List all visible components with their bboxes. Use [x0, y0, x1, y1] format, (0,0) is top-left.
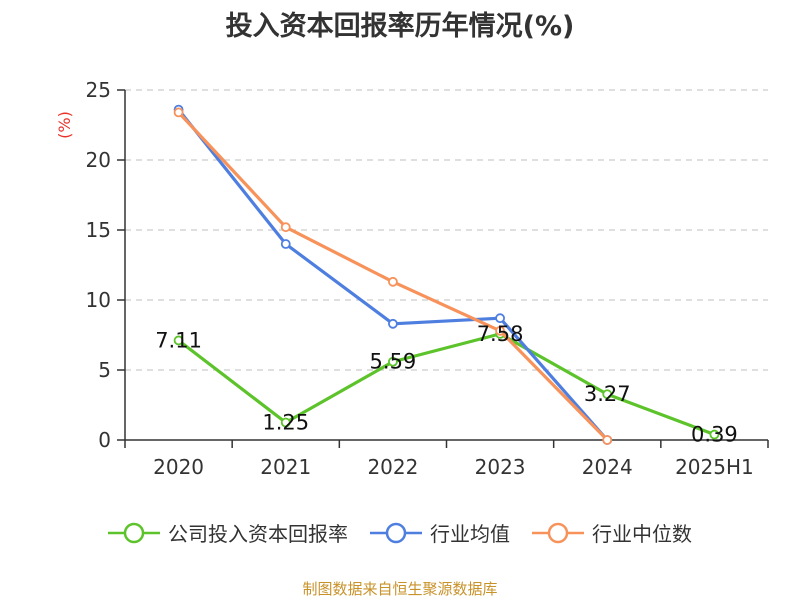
data-label: 7.58 — [477, 322, 524, 346]
series-point — [388, 276, 398, 287]
legend: 公司投入资本回报率 行业均值 行业中位数 — [0, 518, 800, 547]
data-label: 3.27 — [584, 382, 631, 406]
x-tick-label: 2020 — [153, 455, 204, 479]
data-label: 5.59 — [370, 350, 417, 374]
series-line-0 — [177, 332, 715, 437]
series-point — [280, 239, 291, 249]
series-point — [495, 313, 505, 324]
source-note: 制图数据来自恒生聚源数据库 — [302, 580, 498, 598]
series-point — [602, 389, 613, 400]
legend-label: 公司投入资本回报率 — [168, 522, 348, 546]
chart-title: 投入资本回报率历年情况(%) — [225, 11, 575, 42]
series-point — [709, 429, 720, 440]
series-point — [173, 107, 184, 118]
series-point — [388, 356, 398, 367]
y-tick-label: 0 — [98, 428, 111, 452]
x-tick-label: 2024 — [582, 455, 633, 479]
legend-circle — [123, 522, 145, 543]
y-axis-label: (%) — [55, 111, 74, 139]
y-tick-label: 20 — [86, 148, 111, 172]
series-point — [602, 435, 613, 445]
legend-line-marker-icon — [532, 522, 584, 543]
legend-line-marker-icon — [108, 522, 160, 543]
legend-item[interactable]: 行业中位数 — [532, 518, 692, 547]
series-lines — [173, 104, 720, 445]
data-label: 7.11 — [155, 328, 202, 352]
y-tick-label: 25 — [86, 78, 111, 102]
legend-label: 行业均值 — [430, 522, 510, 546]
series-point — [280, 417, 291, 428]
grid-lines — [125, 89, 768, 371]
legend-item[interactable]: 行业均值 — [370, 518, 510, 547]
legend-label: 行业中位数 — [592, 522, 692, 546]
legend-item[interactable]: 公司投入资本回报率 — [108, 518, 348, 547]
series-point — [388, 318, 398, 329]
x-tick-label: 2023 — [475, 455, 526, 479]
series-point — [280, 222, 291, 233]
legend-line-marker-icon — [370, 522, 422, 543]
data-label: 1.25 — [262, 411, 309, 435]
y-tick-label: 10 — [86, 288, 111, 312]
legend-circle — [547, 522, 569, 543]
series-point — [173, 335, 184, 346]
axes: 0 5 10 15 20 25 2020 2021 2022 2023 2024 2025H1 (%) — [55, 78, 769, 479]
legend-circle — [385, 522, 407, 543]
x-tick-label: 2021 — [260, 455, 311, 479]
series-point — [495, 325, 505, 336]
data-label: 0.39 — [691, 423, 738, 447]
y-tick-label: 5 — [98, 358, 111, 382]
data-labels: 7.11 1.25 5.59 7.58 3.27 0.39 — [155, 322, 738, 447]
x-tick-label: 2025H1 — [675, 455, 754, 479]
y-tick-label: 15 — [86, 218, 111, 242]
x-tick-label: 2022 — [367, 455, 418, 479]
